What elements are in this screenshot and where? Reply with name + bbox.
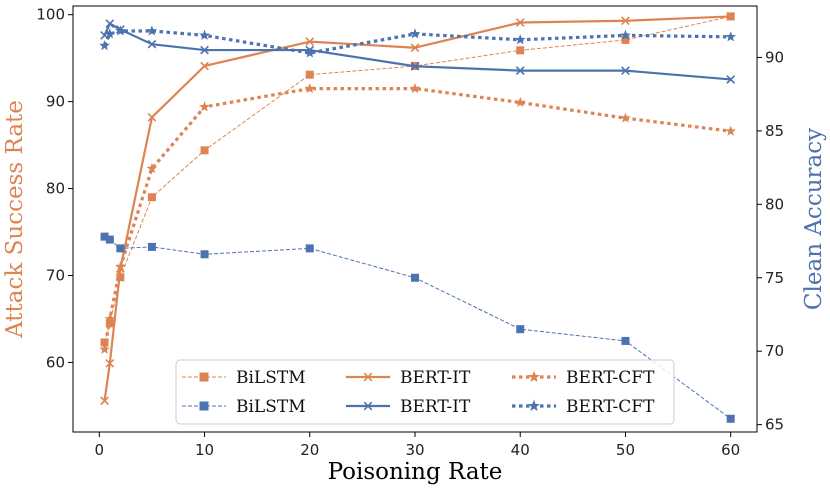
data-point-blue-square [200,250,209,259]
legend-label: BERT-CFT [566,368,655,388]
x-tick-label: 20 [300,441,319,459]
right-y-tick-label: 65 [765,416,784,434]
data-point-blue-x [621,66,630,76]
data-point-blue-star [620,29,631,40]
right-y-tick-label: 80 [765,195,784,213]
data-point-blue-star [304,47,316,58]
data-point-blue-square [105,235,114,244]
left-y-tick-label: 80 [46,180,65,198]
data-point-orange-x [105,358,115,368]
data-point-orange-star [99,343,110,354]
data-point-blue-star [104,28,116,39]
data-point-blue-star [146,25,158,36]
series-line-orange-x [103,15,731,401]
data-point-blue-x [105,19,115,28]
data-point-orange-star [725,125,737,136]
data-point-orange-x [100,396,109,406]
data-point-blue-x [726,75,736,84]
right-y-tick-label: 75 [765,269,784,287]
data-point-orange-star [199,101,210,112]
data-point-orange-x [200,61,209,71]
data-point-blue-star [99,40,110,51]
data-point-blue-square [516,325,525,334]
data-point-orange-star [409,82,421,94]
data-point-orange-x [621,16,630,26]
left-y-tick-label: 100 [36,6,65,24]
data-point-orange-star [620,112,631,123]
series-line-blue-square [104,236,731,420]
x-tick-label: 10 [195,441,214,459]
right-y-tick-label: 90 [765,48,784,66]
data-point-orange-x [726,12,736,21]
legend-marker [363,401,373,411]
data-point-blue-square [411,273,419,282]
data-point-blue-square [621,336,630,345]
data-point-orange-square [621,35,630,44]
left-y-tick-label: 60 [46,353,65,371]
data-point-orange-x [515,18,525,27]
legend-marker [199,372,209,382]
data-point-blue-x [515,66,525,76]
data-point-orange-star [104,313,116,324]
data-point-orange-star [146,162,158,174]
data-point-orange-star [304,82,316,94]
x-axis-title: Poisoning Rate [328,459,503,485]
data-point-orange-x [305,37,315,47]
data-point-blue-square [147,242,156,251]
data-point-orange-square [516,46,525,55]
data-point-blue-x [410,61,420,71]
data-point-blue-square [100,232,109,241]
data-point-blue-x [200,45,209,55]
x-tick-label: 50 [616,441,635,459]
legend-label: BiLSTM [236,368,306,388]
left-y-tick-label: 90 [46,93,65,111]
series-line-orange-star [102,86,731,350]
data-point-blue-star [725,31,737,42]
legend-marker [528,370,540,383]
data-point-orange-x [410,43,420,53]
data-point-orange-star [514,96,526,108]
data-point-orange-square [200,146,209,155]
data-point-orange-square [147,193,156,202]
legend-marker [199,401,209,411]
legend-label: BERT-IT [400,368,471,388]
right-y-tick-label: 70 [765,342,784,360]
series-line-blue-star [103,29,731,55]
data-point-orange-square [305,70,314,79]
data-point-orange-square [100,338,109,347]
data-point-orange-star [115,261,126,272]
data-point-blue-x [147,39,157,49]
data-point-blue-square [305,244,314,253]
legend-label: BERT-IT [400,397,471,417]
data-point-blue-star [199,29,210,40]
right-y-tick-label: 85 [765,122,784,140]
data-point-blue-star [409,28,421,39]
data-point-blue-star [115,25,126,36]
data-point-orange-x [147,112,157,122]
series-line-blue-x [103,22,731,81]
x-tick-label: 60 [721,441,740,459]
data-point-blue-star [514,34,526,45]
data-point-blue-square [116,244,125,253]
legend-label: BiLSTM [236,397,306,417]
right-y-axis-title: Clean Accuracy [801,128,827,310]
legend-marker [363,372,373,382]
x-tick-label: 0 [95,441,105,459]
left-y-axis-title: Attack Success Rate [2,100,28,339]
legend-label: BERT-CFT [566,397,655,417]
x-tick-label: 40 [511,441,530,459]
left-y-tick-label: 70 [46,267,65,285]
x-tick-label: 30 [405,441,424,459]
data-point-blue-square [726,414,735,423]
legend-marker [528,399,540,412]
data-point-orange-square [105,319,114,328]
